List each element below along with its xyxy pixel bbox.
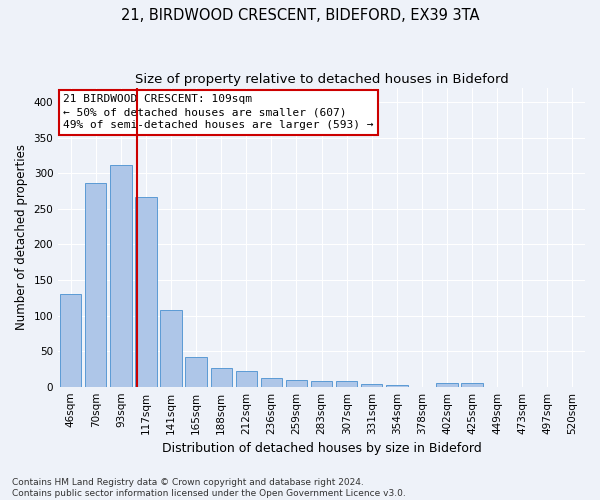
Bar (160, 310, 182, 386)
Bar (386, 384, 407, 386)
Bar (110, 165, 131, 386)
Bar (261, 378, 282, 386)
Text: 21 BIRDWOOD CRESCENT: 109sqm
← 50% of detached houses are smaller (607)
49% of s: 21 BIRDWOOD CRESCENT: 109sqm ← 50% of de… (64, 94, 374, 130)
Y-axis label: Number of detached properties: Number of detached properties (15, 144, 28, 330)
Title: Size of property relative to detached houses in Bideford: Size of property relative to detached ho… (135, 72, 508, 86)
Bar (361, 384, 382, 386)
Bar (461, 383, 483, 386)
Text: Contains HM Land Registry data © Crown copyright and database right 2024.
Contai: Contains HM Land Registry data © Crown c… (12, 478, 406, 498)
Bar (211, 368, 232, 386)
Text: 21, BIRDWOOD CRESCENT, BIDEFORD, EX39 3TA: 21, BIRDWOOD CRESCENT, BIDEFORD, EX39 3T… (121, 8, 479, 22)
Bar (236, 371, 257, 386)
Bar (185, 357, 207, 386)
Bar (436, 383, 458, 386)
Bar (286, 380, 307, 386)
Bar (60, 294, 82, 386)
Bar (311, 381, 332, 386)
Bar (136, 197, 157, 386)
Bar (336, 381, 358, 386)
Bar (85, 182, 106, 386)
X-axis label: Distribution of detached houses by size in Bideford: Distribution of detached houses by size … (162, 442, 481, 455)
